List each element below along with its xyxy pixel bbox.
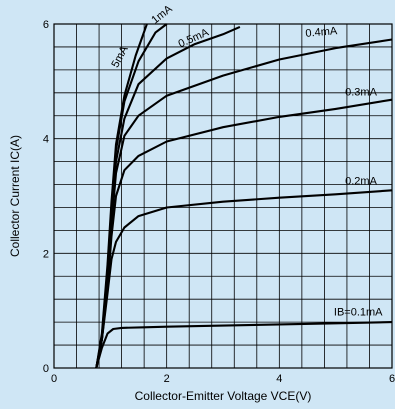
x-tick-label: 6 — [389, 373, 395, 385]
curve-label: IB=0.1mA — [334, 306, 383, 318]
y-tick-label: 4 — [43, 134, 49, 146]
curve-1ma — [95, 23, 168, 369]
x-tick-label: 4 — [276, 373, 282, 385]
plot-frame — [53, 23, 393, 369]
y-tick-label: 6 — [43, 19, 49, 31]
curve-0.2ma — [95, 189, 393, 369]
y-tick-label: 0 — [43, 363, 49, 375]
curve-label: 0.3mA — [345, 87, 377, 99]
curve-label: 1mA — [149, 3, 175, 27]
y-axis-label: Collector Current IC(A) — [8, 135, 22, 257]
curve-ib0.1ma — [95, 321, 393, 369]
x-axis-label: Collector-Emitter Voltage VCE(V) — [135, 389, 312, 403]
curve-5ma — [95, 23, 148, 369]
curve-label: 5mA — [109, 44, 131, 70]
x-tick-label: 0 — [51, 373, 57, 385]
curve-label: 0.4mA — [305, 25, 338, 40]
x-tick-label: 2 — [164, 373, 170, 385]
curve-label: 0.2mA — [345, 176, 377, 188]
curves — [95, 23, 393, 369]
axis-ticks: 0 2 4 6 0 2 4 6 — [43, 19, 395, 385]
y-tick-label: 2 — [43, 248, 49, 260]
